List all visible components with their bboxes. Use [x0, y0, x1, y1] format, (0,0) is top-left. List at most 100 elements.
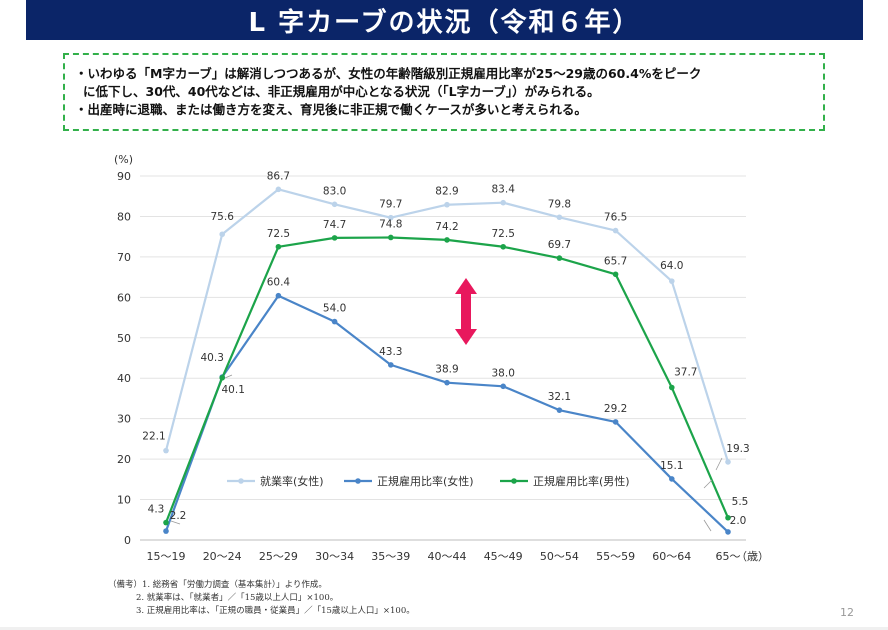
y-tick-label: 0 [124, 534, 131, 547]
footnote-2: 2. 就業率は、「就業者」／「15歳以上人口」×100。 [136, 593, 339, 603]
data-point [219, 231, 225, 238]
legend-swatch-marker [511, 478, 517, 484]
label-leader [224, 374, 233, 379]
data-point [275, 243, 282, 250]
label-leader [170, 520, 181, 525]
y-tick-label: 60 [117, 291, 131, 304]
legend-label: 就業率(女性) [260, 474, 324, 488]
legend-label: 正規雇用比率(男性) [533, 474, 630, 488]
summary-line-3: ・出産時に退職、または働き方を変え、育児後に非正規で働くケースが多いと考えられる… [75, 102, 587, 117]
x-tick-label: 25～29 [259, 550, 298, 563]
line-chart: 0 10 20 30 40 50 60 70 80 90 (%) 15～19 20～24 25～29 30～… [114, 153, 769, 563]
data-point [163, 519, 169, 526]
chart-axes: 0 10 20 30 40 50 60 70 80 90 (%) 15～19 20～24 25～29 30～… [114, 153, 769, 563]
chart-legend: 就業率(女性) 正規雇用比率(女性) 正規雇用比率(男性) [227, 474, 630, 488]
data-label: 2.0 [730, 515, 747, 527]
data-point [331, 318, 338, 325]
data-label: 32.1 [548, 391, 571, 403]
data-label: 65.7 [604, 255, 627, 267]
data-point [331, 235, 338, 241]
data-point [725, 529, 731, 535]
chart-series [163, 186, 731, 535]
x-tick-label: 35～39 [371, 550, 410, 563]
data-label: 60.4 [267, 277, 291, 289]
data-point [444, 379, 450, 386]
data-point [500, 383, 507, 390]
x-tick-label: 15～19 [147, 550, 186, 563]
data-label: 37.7 [674, 367, 697, 379]
data-label: 79.8 [548, 198, 571, 210]
x-tick-label: 50～54 [540, 550, 579, 563]
data-point [556, 214, 563, 221]
data-point [444, 237, 450, 243]
data-label: 29.2 [604, 403, 627, 415]
data-point [388, 362, 394, 368]
data-label: 38.9 [435, 364, 458, 376]
y-axis-unit: (%) [114, 153, 133, 166]
data-point [500, 243, 507, 250]
data-label: 69.7 [548, 239, 571, 251]
data-label: 5.5 [732, 496, 749, 508]
y-tick-label: 90 [117, 170, 131, 183]
x-tick-label: 30～34 [315, 550, 354, 563]
data-point [669, 278, 675, 284]
y-tick-label: 10 [117, 494, 131, 507]
footer-divider [0, 627, 888, 630]
data-point [556, 407, 563, 413]
data-point [163, 528, 169, 534]
data-label: 72.5 [492, 228, 515, 240]
data-point [163, 447, 169, 454]
data-point [612, 227, 619, 234]
data-point [275, 186, 282, 193]
y-tick-label: 80 [117, 210, 131, 223]
x-tick-label: 45～49 [484, 550, 523, 563]
data-label: 76.5 [604, 212, 627, 224]
data-label: 2.2 [170, 510, 187, 522]
y-tick-label: 50 [117, 332, 131, 345]
y-tick-label: 30 [117, 413, 131, 426]
data-point [725, 459, 731, 465]
data-label: 64.0 [660, 260, 683, 272]
chart-gridlines [140, 175, 746, 541]
data-label: 40.1 [222, 384, 245, 396]
data-point [388, 214, 394, 221]
legend-label: 正規雇用比率(女性) [377, 474, 474, 488]
label-leader [703, 519, 712, 532]
footnotes: （備考）1. 総務省「労働力調査（基本集計）」より作成。 2. 就業率は、「就業… [108, 579, 415, 618]
data-label: 22.1 [142, 431, 165, 443]
legend-swatch-marker [238, 478, 244, 484]
label-leader [715, 457, 723, 471]
data-point [612, 271, 619, 278]
data-point [556, 255, 563, 261]
data-label: 54.0 [323, 303, 346, 315]
summary-line-2: に低下し、30代、40代などは、非正規雇用が中心となる状況（「L字カーブ」）がみ… [83, 84, 600, 99]
data-point [219, 375, 225, 381]
data-point [331, 201, 338, 208]
page-number: 12 [840, 606, 854, 619]
legend-swatch-marker [355, 478, 361, 484]
y-tick-label: 40 [117, 372, 131, 385]
data-label: 74.7 [323, 219, 346, 231]
data-point [500, 199, 507, 206]
x-tick-label: 60～64 [652, 550, 691, 563]
gap-arrow-head-up [455, 278, 477, 294]
label-leader [703, 479, 713, 489]
x-tick-label: 40～44 [428, 550, 467, 563]
x-axis-unit: （歳） [736, 550, 769, 563]
data-point [612, 419, 619, 425]
data-label: 74.2 [435, 221, 458, 233]
y-tick-label: 70 [117, 251, 131, 264]
gap-arrow-shaft [461, 293, 471, 330]
data-point [669, 384, 675, 391]
data-label: 19.3 [726, 443, 749, 455]
data-label: 74.8 [379, 218, 402, 230]
data-label: 40.3 [201, 352, 224, 364]
page-title: L 字カーブの状況（令和６年） [26, 0, 863, 40]
data-point [725, 514, 731, 521]
data-label: 72.5 [267, 228, 290, 240]
summary-box: ・いわゆる「M字カーブ」は解消しつつあるが、女性の年齢階級別正規雇用比率が25～… [63, 53, 825, 131]
x-tick-label: 55～59 [596, 550, 635, 563]
data-point [669, 476, 675, 482]
data-point [444, 201, 450, 208]
data-label: 75.6 [211, 211, 235, 223]
